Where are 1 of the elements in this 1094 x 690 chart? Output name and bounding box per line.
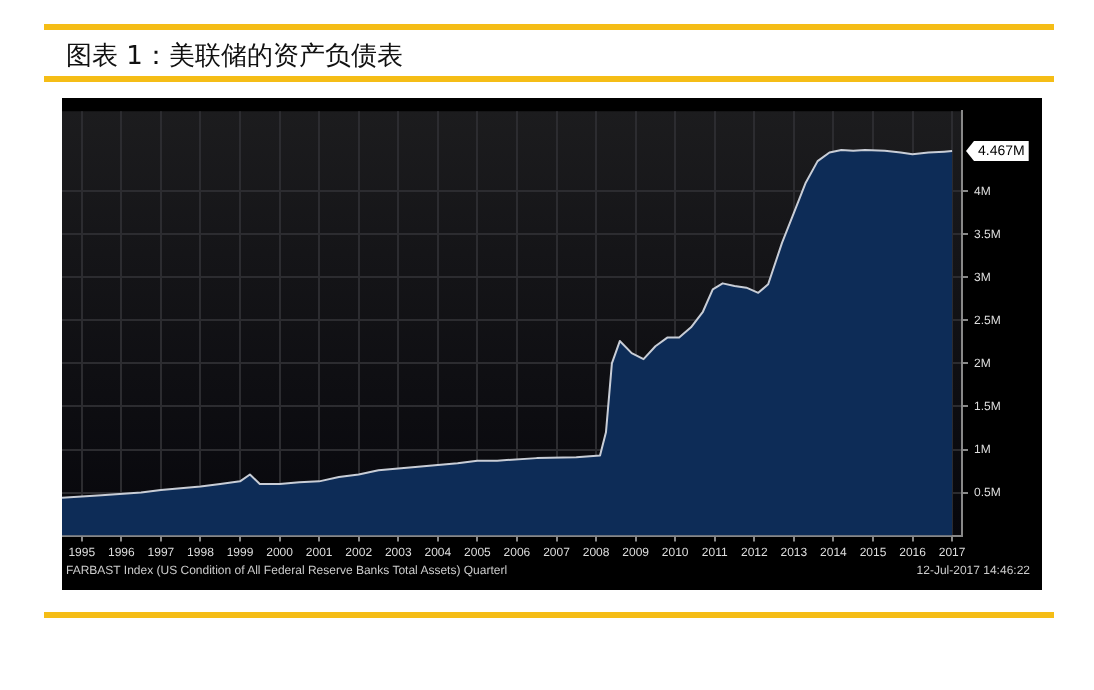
chart-title: 图表 1：美联储的资产负债表: [66, 40, 403, 74]
